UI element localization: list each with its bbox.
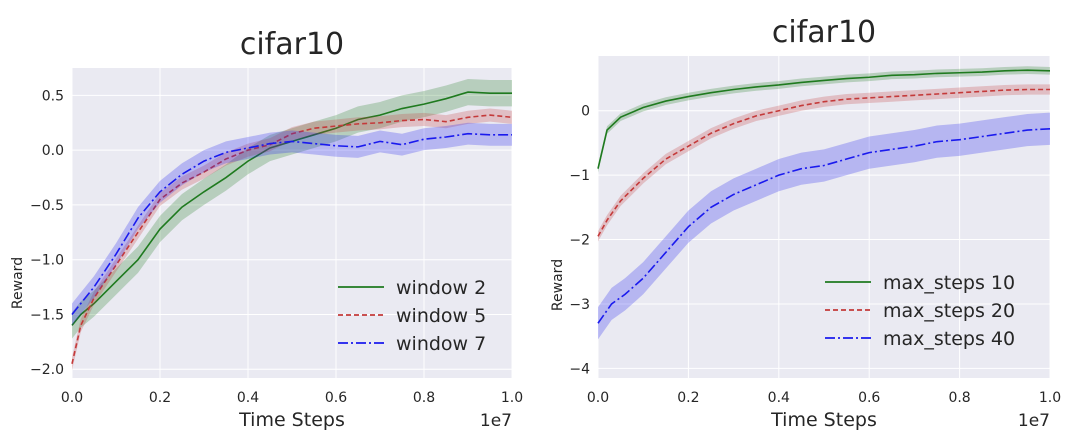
series-line-2 [71, 114, 513, 364]
plot-background [598, 56, 1050, 378]
y-tick-label: −3 [569, 297, 590, 313]
right-chart: 0.0 0.2 0.4 0.6 0.8 1.0 0 −1 −2 −3 −4 cifar10 Time S… [550, 15, 1061, 431]
y-axis-label: Reward [10, 257, 26, 309]
x-tick-label: 0.0 [587, 390, 609, 406]
left-chart: 0.0 0.2 0.4 0.6 0.8 1.0 0.5 0.0 −0.5 −1.0 −1.5 −2.0… [10, 27, 523, 431]
legend-label-2: window 5 [396, 305, 486, 327]
series-band-1 [72, 78, 512, 339]
y-tick-label: −2.0 [30, 362, 64, 378]
series-line-3 [597, 127, 1051, 324]
x-tick-label: 0.8 [948, 390, 970, 406]
y-tick-label: −4 [569, 361, 590, 377]
x-tick-label: 0.6 [325, 390, 347, 406]
y-axis-label: Reward [550, 259, 566, 311]
y-tick-label: 0.5 [42, 88, 64, 104]
x-axis-label: Time Steps [238, 409, 345, 431]
legend-label-3: window 7 [396, 333, 486, 355]
x-tick-label: 0.0 [61, 390, 83, 406]
y-tick-label: −1 [569, 168, 590, 184]
x-axis-label: Time Steps [770, 409, 877, 431]
series-line-2 [597, 88, 1050, 237]
x-tick-label: 0.6 [858, 390, 880, 406]
chart-title: cifar10 [772, 15, 876, 50]
series-line-3 [71, 132, 512, 315]
series-line-1 [71, 91, 512, 326]
y-tick-label: −1.5 [30, 307, 64, 323]
legend-label-2: max_steps 20 [883, 300, 1015, 322]
legend-label-1: max_steps 10 [883, 272, 1015, 294]
y-tick-label: −2 [569, 233, 590, 249]
y-tick-label: 0.0 [42, 143, 64, 159]
y-tick-label: −0.5 [30, 198, 64, 214]
x-tick-label: 0.4 [237, 390, 259, 406]
legend-label-3: max_steps 40 [883, 328, 1015, 350]
plot-background [72, 68, 512, 378]
x-tick-label: 1.0 [1039, 390, 1061, 406]
x-tick-label: 0.2 [149, 390, 171, 406]
chart-title: cifar10 [240, 27, 344, 62]
x-axis-multiplier: 1e7 [1018, 411, 1050, 431]
x-tick-label: 0.2 [677, 390, 699, 406]
y-tick-label: −1.0 [30, 253, 64, 269]
series-band-3 [72, 122, 512, 326]
x-tick-label: 0.4 [768, 390, 790, 406]
series-line-1 [597, 69, 1051, 169]
legend-label-1: window 2 [396, 277, 486, 299]
x-tick-label: 0.8 [413, 390, 435, 406]
y-tick-label: 0 [581, 104, 590, 120]
x-axis-multiplier: 1e7 [480, 411, 512, 431]
x-tick-label: 1.0 [501, 390, 523, 406]
